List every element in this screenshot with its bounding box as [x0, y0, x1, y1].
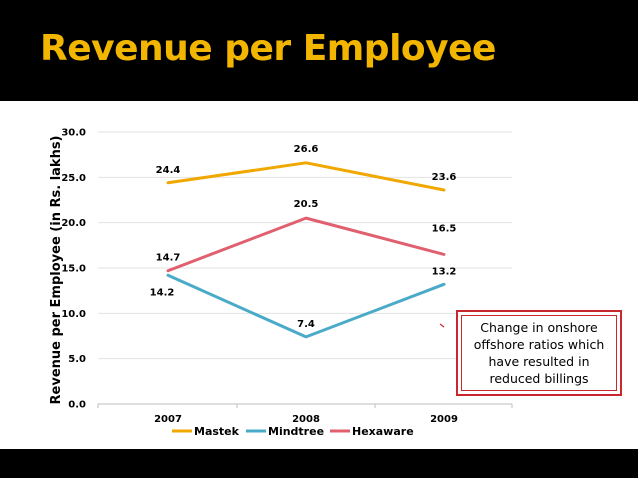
series-line-mindtree: [166, 273, 446, 339]
legend-label-hexaware: Hexaware: [352, 425, 414, 438]
slide-title: Revenue per Employee: [40, 28, 496, 69]
series-line-hexaware: [166, 216, 446, 273]
y-tick-label: 15.0: [61, 264, 86, 275]
y-tick-label: 25.0: [61, 173, 86, 184]
data-label: 14.2: [150, 287, 175, 298]
data-label: 20.5: [294, 199, 319, 210]
legend-label-mastek: Mastek: [194, 425, 240, 438]
y-tick-label: 20.0: [61, 218, 86, 229]
annotation-box: Change in onshore offshore ratios which …: [456, 310, 622, 396]
data-label: 23.6: [432, 172, 457, 183]
data-label: 13.2: [432, 266, 457, 277]
annotation-pointer: [439, 323, 445, 328]
data-label: 16.5: [432, 223, 457, 234]
series-line-mastek: [166, 161, 446, 192]
x-tick-label: 2007: [154, 414, 182, 425]
x-tick-label: 2008: [292, 414, 320, 425]
annotation-text: Change in onshore offshore ratios which …: [461, 315, 617, 391]
data-label: 24.4: [156, 165, 181, 176]
legend-label-mindtree: Mindtree: [268, 425, 324, 438]
data-label: 26.6: [294, 144, 319, 155]
title-bar: Revenue per Employee: [0, 0, 638, 100]
y-tick-label: 5.0: [68, 354, 86, 365]
data-label: 7.4: [297, 319, 315, 330]
y-tick-label: 10.0: [61, 309, 86, 320]
y-tick-label: 30.0: [61, 128, 86, 139]
y-tick-label: 0.0: [68, 400, 86, 411]
data-label: 14.7: [156, 253, 181, 264]
y-axis-label: Revenue per Employee (in Rs. lakhs): [49, 136, 64, 405]
x-tick-label: 2009: [430, 414, 458, 425]
